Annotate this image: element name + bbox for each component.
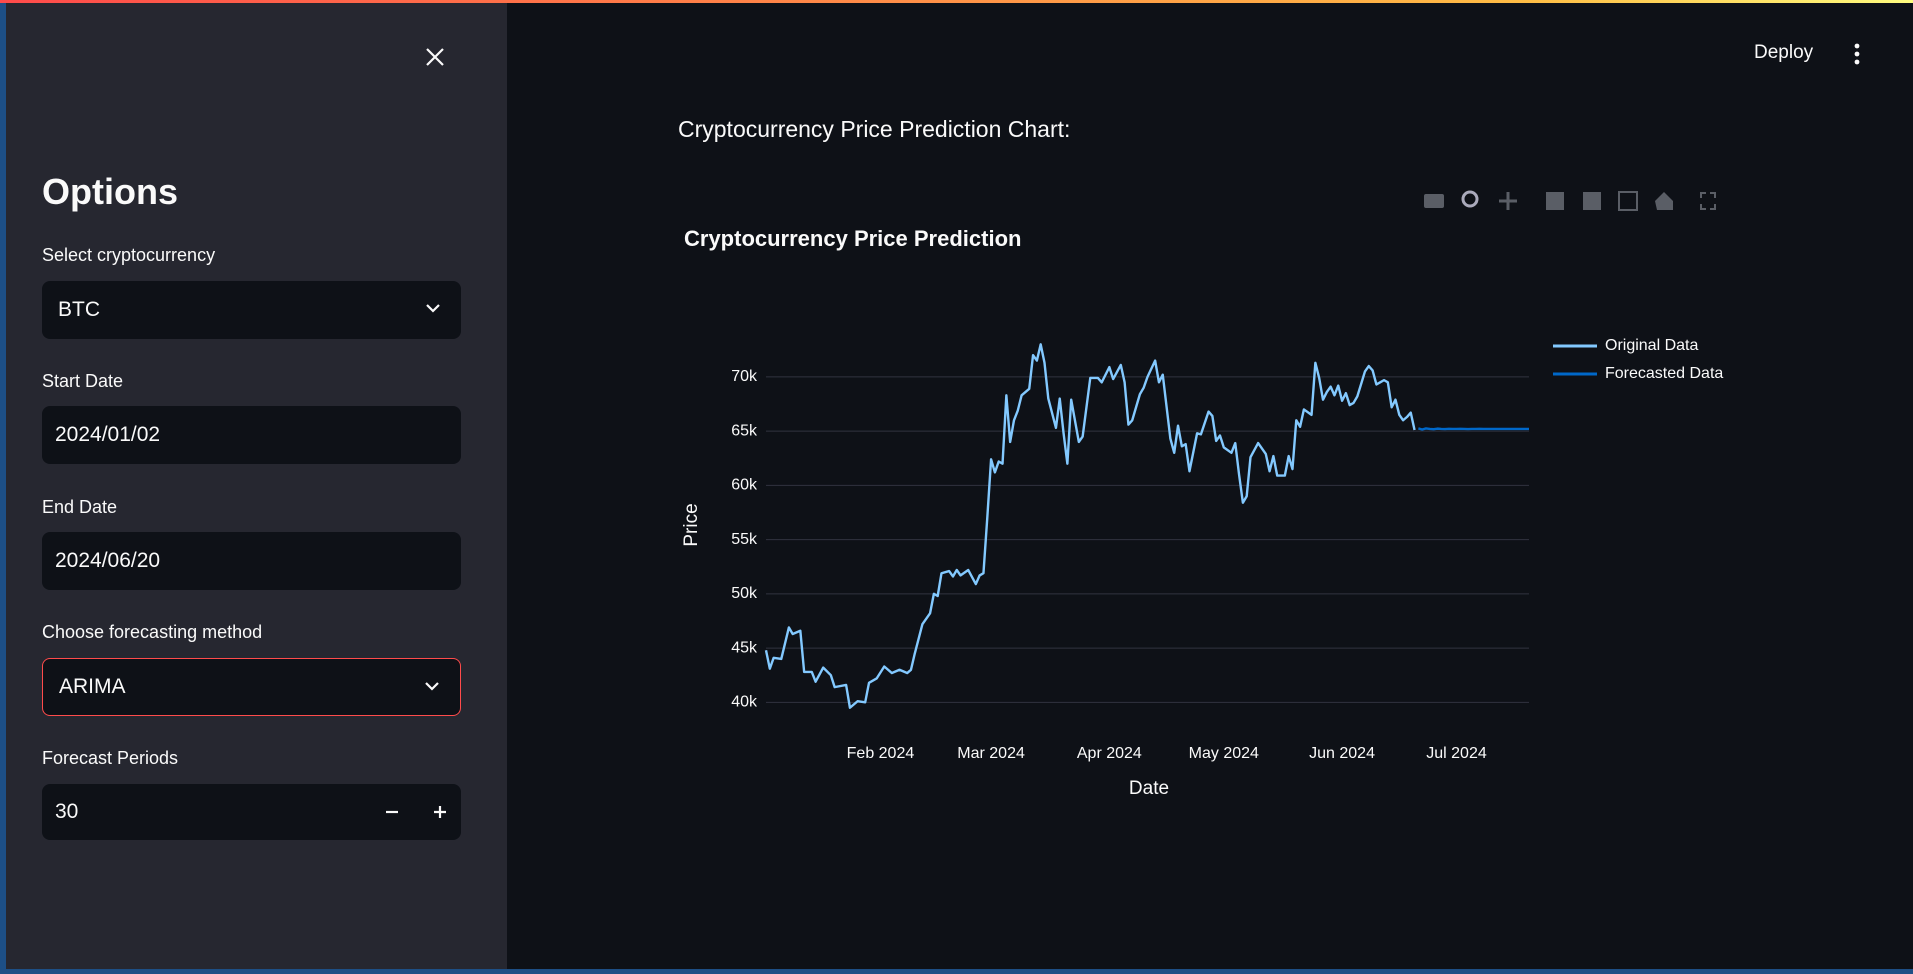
- field-label: End Date: [42, 497, 118, 517]
- select-value: ARIMA: [59, 675, 126, 698]
- bottom-bar: [0, 969, 1913, 974]
- number-value: 30: [55, 800, 79, 823]
- x-tick-label: Apr 2024: [1077, 745, 1142, 762]
- field-label: Start Date: [42, 371, 124, 391]
- heading: Cryptocurrency Price Prediction Chart:: [678, 116, 1071, 142]
- legend-label: Forecasted Data: [1605, 365, 1723, 382]
- x-tick-label: Feb 2024: [847, 745, 915, 762]
- y-axis-title: Price: [681, 503, 702, 546]
- deploy-button[interactable]: Deploy: [1754, 42, 1814, 63]
- top-bar: [0, 0, 1913, 3]
- chart-title: Cryptocurrency Price Prediction: [684, 226, 1021, 251]
- camera-icon[interactable]: [1424, 194, 1444, 208]
- increment-button[interactable]: [433, 805, 447, 819]
- decrement-button[interactable]: [385, 805, 399, 819]
- menu-button[interactable]: [1852, 43, 1862, 67]
- select-box[interactable]: BTC: [42, 281, 461, 339]
- date-input[interactable]: 2024/01/02: [42, 406, 461, 464]
- modebar: [1424, 190, 1716, 211]
- data-line: [764, 343, 1416, 709]
- zoom-out-icon[interactable]: [1583, 192, 1601, 210]
- x-tick-label: Mar 2024: [957, 745, 1025, 762]
- field-label: Select cryptocurrency: [42, 245, 216, 265]
- field-label: Choose forecasting method: [42, 622, 263, 642]
- field-label: Forecast Periods: [42, 748, 179, 768]
- data-line: [1418, 427, 1529, 431]
- chevron: [426, 304, 440, 313]
- x-axis-title: Date: [1129, 778, 1169, 799]
- x-tick-label: Jul 2024: [1426, 745, 1487, 762]
- zoom-icon[interactable]: [1461, 190, 1479, 208]
- select-value: BTC: [58, 298, 100, 321]
- y-tick-label: 45k: [731, 639, 758, 656]
- date-input[interactable]: 2024/06/20: [42, 532, 461, 590]
- pan-icon[interactable]: [1499, 192, 1517, 210]
- x-tick-label: Jun 2024: [1309, 745, 1375, 762]
- x-tick-label: May 2024: [1189, 745, 1259, 762]
- select-box[interactable]: ARIMA: [42, 658, 461, 716]
- date-value: 2024/06/20: [55, 549, 161, 572]
- y-tick-label: 70k: [731, 368, 758, 385]
- close-button[interactable]: [425, 47, 445, 67]
- legend-label: Original Data: [1605, 337, 1698, 354]
- home-icon[interactable]: [1655, 192, 1673, 210]
- y-tick-label: 40k: [731, 694, 758, 711]
- autoscale-icon[interactable]: [1618, 191, 1638, 211]
- date-value: 2024/01/02: [55, 423, 161, 446]
- chart: Cryptocurrency Price Prediction Date Pri…: [681, 190, 1723, 799]
- sidebar: Options Select cryptocurrency BTC Start …: [0, 3, 507, 969]
- chevron: [425, 682, 439, 691]
- y-tick-label: 55k: [731, 531, 758, 548]
- y-tick-label: 60k: [731, 477, 758, 494]
- sidebar-title: Options: [42, 171, 178, 212]
- number-input[interactable]: 30: [42, 784, 461, 840]
- zoom-in-icon[interactable]: [1546, 192, 1564, 210]
- fullscreen-icon[interactable]: [1700, 192, 1716, 210]
- y-tick-label: 65k: [731, 422, 758, 439]
- y-tick-label: 50k: [731, 585, 758, 602]
